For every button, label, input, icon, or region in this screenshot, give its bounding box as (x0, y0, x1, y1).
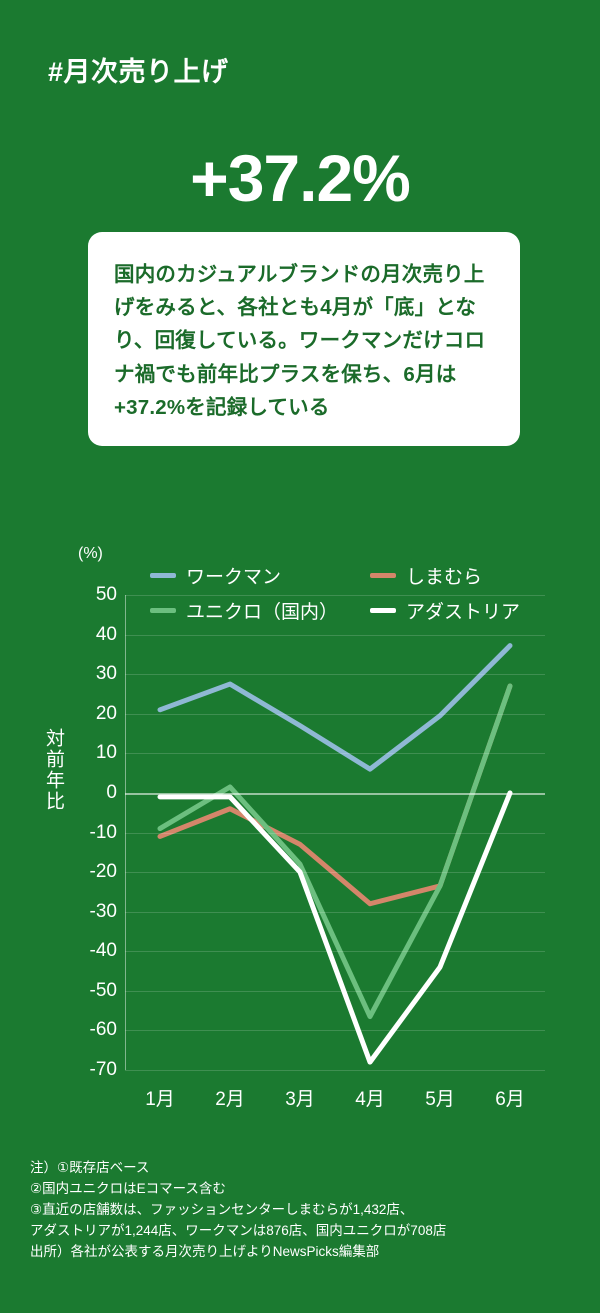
gridline (125, 713, 545, 715)
y-axis-tick-label: 20 (95, 702, 117, 724)
legend-item-uniqlo: ユニクロ（国内） (150, 597, 370, 624)
footnote-line-3: ③直近の店舗数は、ファッションセンターしまむらが1,432店、 (30, 1201, 414, 1217)
x-axis-tick-label: 1月 (145, 1089, 175, 1110)
gridline (125, 595, 545, 596)
footnote-line-1: 注）①既存店ベース (30, 1160, 150, 1175)
legend-label-shimamura: しまむら (406, 567, 483, 588)
gridline (125, 1030, 545, 1032)
y-axis-tick-label: 0 (106, 781, 117, 803)
zero-line (125, 792, 545, 795)
legend-label-adastria: アダストリア (406, 602, 521, 623)
x-axis-tick-label: 6月 (495, 1089, 525, 1110)
gridline (125, 634, 545, 636)
page-hashtag: #月次売り上げ (48, 57, 229, 87)
chart-container: (%) 対前年比 ワークマン しまむら ユニクロ（国内） アダストリア (0, 540, 600, 1150)
y-axis-title: 対前年比 (43, 728, 64, 812)
summary-card: 国内のカジュアルブランドの月次売り上げをみると、各社とも4月が「底」となり、回復… (88, 232, 520, 447)
chart-footnote: 注）①既存店ベース ②国内ユニクロはEコマース含む ③直近の店舗数は、ファッショ… (30, 1158, 575, 1263)
x-axis-tick-label: 5月 (425, 1089, 455, 1110)
legend-swatch-uniqlo (150, 608, 176, 613)
footnote-line-2: ②国内ユニクロはEコマース含む (30, 1180, 226, 1196)
y-axis-tick-label: 30 (95, 663, 117, 685)
y-axis-tick-label: 50 (95, 584, 117, 605)
chart-series-lines (157, 643, 513, 1065)
gridline (125, 911, 545, 913)
y-axis-tick-label: 40 (95, 623, 117, 645)
legend-label-uniqlo: ユニクロ（国内） (186, 602, 339, 623)
y-axis-tick-label: -20 (89, 861, 117, 883)
x-axis-tick-label: 3月 (285, 1089, 315, 1110)
gridline (125, 872, 545, 874)
legend-label-workman: ワークマン (186, 567, 282, 588)
y-axis-tick-label: -60 (89, 1019, 117, 1041)
y-axis-tick-label: -30 (89, 900, 117, 922)
chart-legend: ワークマン しまむら ユニクロ（国内） アダストリア (150, 562, 570, 632)
gridline (125, 753, 545, 755)
headline-figure: +37.2% (190, 141, 411, 215)
legend-item-shimamura: しまむら (370, 562, 482, 589)
gridline (125, 674, 545, 676)
x-axis-tick-label: 4月 (355, 1089, 385, 1110)
y-axis-line (125, 595, 126, 1070)
x-axis-tick-label: 2月 (215, 1089, 245, 1110)
y-axis-tick-label: -50 (89, 979, 117, 1001)
legend-item-adastria: アダストリア (370, 597, 520, 624)
summary-card-text: 国内のカジュアルブランドの月次売り上げをみると、各社とも4月が「底」となり、回復… (114, 263, 486, 419)
y-axis-tick-label: -10 (89, 821, 117, 843)
series-line (157, 790, 513, 1065)
footnote-line-5: 出所）各社が公表する月次売り上げよりNewsPicks編集部 (30, 1243, 380, 1259)
series-line (157, 643, 513, 772)
unit-label: (%) (78, 545, 103, 562)
legend-swatch-shimamura (370, 573, 396, 578)
y-axis-tick-label: 10 (95, 742, 117, 764)
gridline (125, 1070, 545, 1071)
y-axis-tick-label: -40 (89, 940, 117, 962)
chart-plot-area: 50 40 30 20 10 0 -10 -20 -30 -40 -50 -60 -70 1月 2月 3月 4月… (90, 584, 545, 1110)
footnote-line-4: アダストリアが1,244店、ワークマンは876店、国内ユニクロが708店 (30, 1222, 447, 1238)
gridline (125, 832, 545, 834)
gridline (125, 951, 545, 953)
gridline (125, 990, 545, 992)
legend-item-workman: ワークマン (150, 562, 370, 589)
y-axis-tick-label: -70 (89, 1059, 117, 1080)
legend-swatch-adastria (370, 608, 396, 613)
legend-swatch-workman (150, 573, 176, 578)
